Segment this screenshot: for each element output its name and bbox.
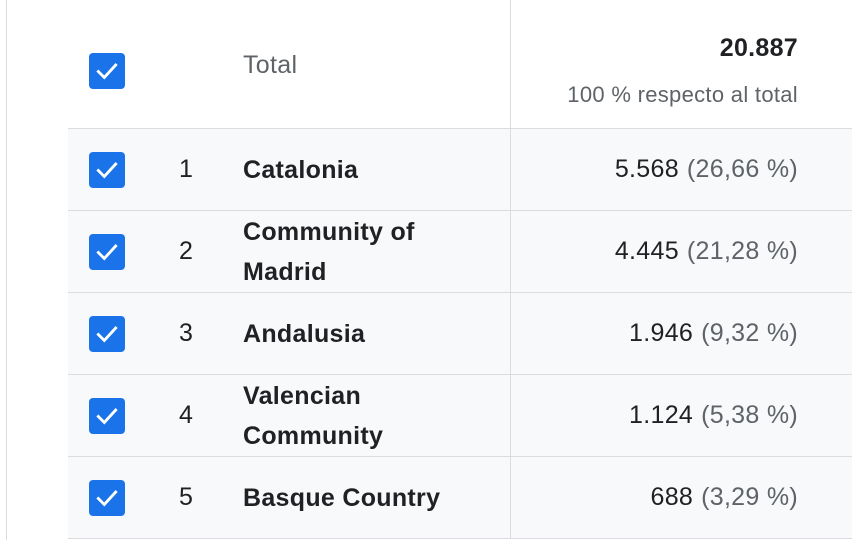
check-icon [96,326,118,343]
row-value: 688 (3,29 %) [650,457,798,538]
row-value: 4.445 (21,28 %) [615,211,798,292]
table-row: 5 Basque Country 688 (3,29 %) [68,457,852,539]
row-rank: 3 [179,319,193,347]
column-divider [510,211,511,293]
column-divider [510,129,511,211]
row-value-number: 4.445 [614,237,679,265]
row-value-number: 688 [650,483,694,511]
left-panel-border [0,0,7,540]
column-divider [510,375,511,457]
total-percentage-note: 100 % respecto al total [567,82,798,107]
check-icon [96,244,118,261]
row-value-number: 1.124 [629,401,694,429]
row-rank: 1 [179,155,193,183]
total-value: 20.887 [719,34,798,62]
table-row: 4 Valencian Community 1.124 (5,38 %) [68,375,852,457]
row-rank: 4 [179,401,193,429]
row-checkbox[interactable] [89,234,125,270]
row-region-label: Valencian Community [243,381,384,450]
row-checkbox[interactable] [89,480,125,516]
check-icon [96,490,118,507]
row-value-percent: (3,29 %) [701,483,798,511]
table-total-row: Total 20.887 100 % respecto al total [68,0,852,129]
row-checkbox[interactable] [89,316,125,352]
check-icon [96,162,118,179]
total-checkbox[interactable] [89,53,125,89]
row-value: 5.568 (26,66 %) [615,129,798,210]
table-row: 1 Catalonia 5.568 (26,66 %) [68,129,852,211]
table-row: 2 Community of Madrid 4.445 (21,28 %) [68,211,852,293]
check-icon [96,63,118,80]
row-checkbox[interactable] [89,152,125,188]
row-value: 1.124 (5,38 %) [629,375,798,456]
column-divider [510,0,511,129]
row-value-number: 5.568 [614,155,679,183]
row-rank: 5 [179,483,193,511]
row-region-label: Basque Country [243,483,441,512]
row-region-label: Catalonia [243,155,359,184]
column-divider [510,457,511,539]
row-value-percent: (9,32 %) [701,319,798,347]
row-value-percent: (26,66 %) [686,155,798,183]
total-label: Total [243,51,298,79]
row-checkbox[interactable] [89,398,125,434]
row-value-number: 1.946 [629,319,694,347]
row-value-percent: (21,28 %) [686,237,798,265]
table-row: 3 Andalusia 1.946 (9,32 %) [68,293,852,375]
check-icon [96,408,118,425]
row-value-percent: (5,38 %) [701,401,798,429]
row-region-label: Community of Madrid [243,217,415,286]
row-value: 1.946 (9,32 %) [629,293,798,374]
column-divider [510,293,511,375]
row-rank: 2 [179,237,193,265]
row-region-label: Andalusia [243,319,366,348]
data-table: Total 20.887 100 % respecto al total 1 C… [68,0,852,539]
